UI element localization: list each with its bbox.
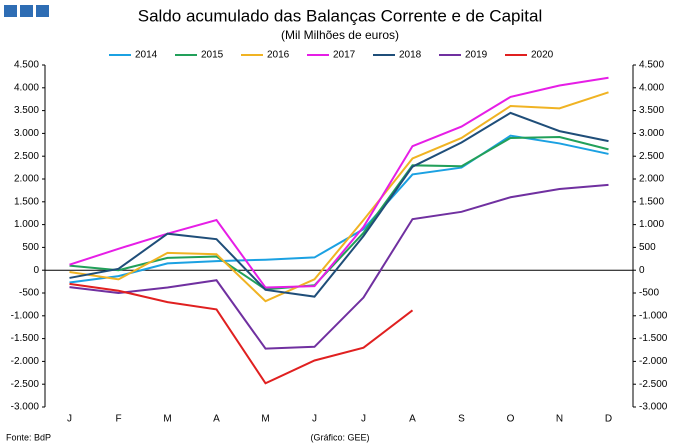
y2-tick-label: 2.000 <box>639 174 664 185</box>
legend-label: 2014 <box>135 50 158 61</box>
legend-label: 2020 <box>531 50 554 61</box>
y-tick-label: 4.000 <box>14 82 39 93</box>
y-tick-label: 500 <box>22 242 39 253</box>
x-tick-label: S <box>458 414 465 425</box>
x-tick-label: J <box>312 414 317 425</box>
x-tick-label: J <box>361 414 366 425</box>
legend-label: 2018 <box>399 50 422 61</box>
series-line <box>69 282 414 385</box>
y2-tick-label: -1.500 <box>639 333 668 344</box>
y2-tick-label: 2.500 <box>639 151 664 162</box>
y-tick-label: 2.000 <box>14 174 39 185</box>
y-tick-label: -2.000 <box>11 356 40 367</box>
legend-label: 2019 <box>465 50 488 61</box>
series-line <box>69 111 609 298</box>
x-tick-label: M <box>261 414 269 425</box>
x-tick-label: A <box>213 414 220 425</box>
y-tick-label: 1.000 <box>14 219 39 230</box>
y-tick-label: 3.000 <box>14 128 39 139</box>
y2-tick-label: 3.500 <box>639 105 664 116</box>
logo-square <box>36 5 49 17</box>
y2-tick-label: -2.000 <box>639 356 668 367</box>
series-line <box>69 183 609 350</box>
y2-tick-label: 1.500 <box>639 196 664 207</box>
series-line <box>69 91 609 303</box>
source: Fonte: BdP <box>6 432 51 442</box>
y-tick-label: -3.000 <box>11 402 40 413</box>
y-tick-label: 1.500 <box>14 196 39 207</box>
y-tick-label: -2.500 <box>11 379 40 390</box>
x-tick-label: N <box>556 414 563 425</box>
y2-tick-label: -2.500 <box>639 379 668 390</box>
y-tick-label: 4.500 <box>14 60 39 71</box>
series-line <box>69 136 609 291</box>
x-tick-label: M <box>163 414 171 425</box>
x-tick-label: D <box>605 414 612 425</box>
y2-tick-label: -3.000 <box>639 402 668 413</box>
legend-label: 2017 <box>333 50 356 61</box>
y2-tick-label: 4.500 <box>639 60 664 71</box>
legend-label: 2015 <box>201 50 224 61</box>
y2-tick-label: 1.000 <box>639 219 664 230</box>
chart-title: Saldo acumulado das Balanças Corrente e … <box>138 6 542 25</box>
y-tick-label: -1.000 <box>11 310 40 321</box>
y2-tick-label: -500 <box>639 288 659 299</box>
logo-square <box>20 5 33 17</box>
x-tick-label: O <box>507 414 515 425</box>
y-tick-label: -500 <box>19 288 39 299</box>
y2-tick-label: 3.000 <box>639 128 664 139</box>
y-tick-label: 3.500 <box>14 105 39 116</box>
logo-square <box>4 5 17 17</box>
credit: (Gráfico: GEE) <box>310 432 369 442</box>
y-tick-label: 0 <box>33 265 39 276</box>
x-tick-label: A <box>409 414 416 425</box>
series-line <box>69 76 609 289</box>
x-tick-label: F <box>115 414 121 425</box>
y2-tick-label: 4.000 <box>639 82 664 93</box>
y2-tick-label: 0 <box>639 265 645 276</box>
y2-tick-label: 500 <box>639 242 656 253</box>
y-tick-label: -1.500 <box>11 333 40 344</box>
legend-label: 2016 <box>267 50 290 61</box>
chart-subtitle: (Mil Milhões de euros) <box>281 28 399 42</box>
y2-tick-label: -1.000 <box>639 310 668 321</box>
y-tick-label: 2.500 <box>14 151 39 162</box>
x-tick-label: J <box>67 414 72 425</box>
